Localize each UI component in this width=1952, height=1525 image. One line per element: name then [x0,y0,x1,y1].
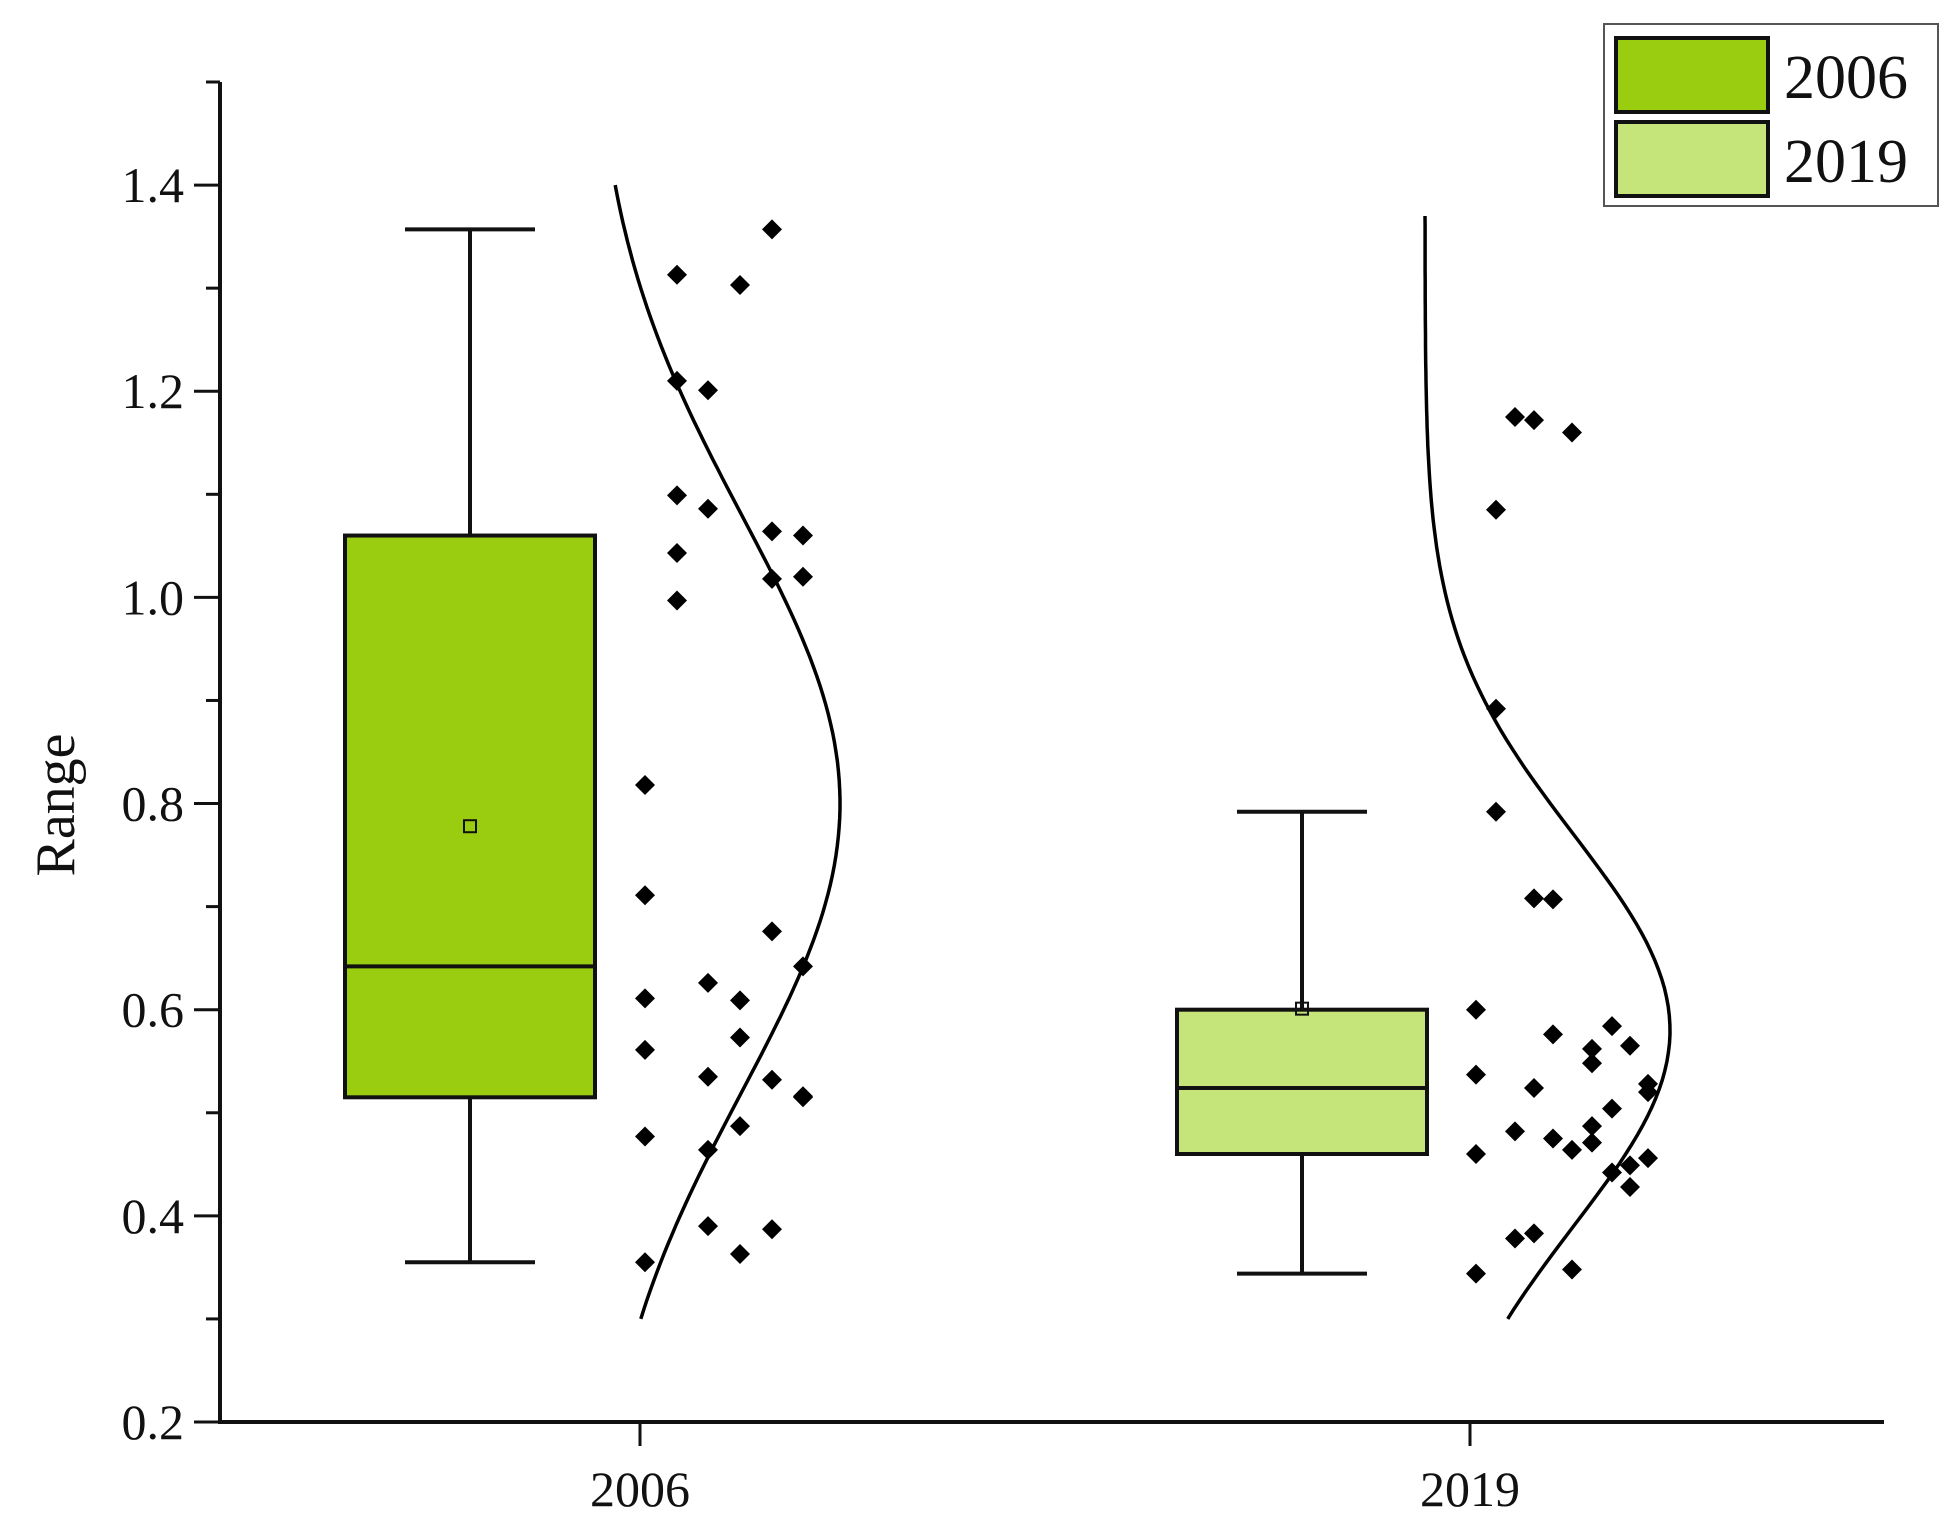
data-point [635,885,655,906]
data-point [698,1216,718,1237]
x-tick-label: 2019 [1420,1461,1520,1517]
data-point [667,264,687,285]
x-ticks: 2006 2019 [590,1422,1520,1517]
data-point [762,1069,782,1090]
data-point [1562,1139,1582,1160]
data-point [698,380,718,401]
data-point [635,1252,655,1273]
data-point [793,525,813,546]
legend-label: 2019 [1784,128,1908,196]
x-tick-label: 2006 [590,1461,690,1517]
y-axis-title: Range [25,733,87,876]
data-point [1602,1098,1622,1119]
mean-marker [463,819,477,834]
boxes [343,227,1429,1276]
data-point [667,543,687,564]
data-point [1582,1132,1602,1153]
y-tick-label: 0.8 [122,776,185,832]
y-tick-label: 1.4 [122,157,185,213]
data-point [1602,1162,1622,1183]
box-2006 [343,533,597,1100]
data-point [762,521,782,542]
data-point [667,370,687,391]
data-point [762,219,782,240]
data-point [1524,410,1544,431]
data-point [635,1126,655,1147]
y-ticks: 0.2 0.4 0.6 0.8 1.0 1.2 1.4 [122,80,220,1450]
legend: 2006 2019 [1603,23,1939,207]
data-point [1524,888,1544,909]
data-point [730,1243,750,1264]
data-point [1466,1064,1486,1085]
data-point [1602,1016,1622,1037]
data-point [667,485,687,506]
data-point [1620,1176,1640,1197]
y-tick-label: 1.2 [122,363,185,419]
data-points [635,219,1658,1284]
y-tick-label: 0.2 [122,1394,185,1450]
data-point [1543,1128,1563,1149]
data-point [1562,422,1582,443]
data-point [1620,1035,1640,1056]
data-point [1466,1144,1486,1164]
data-point [1582,1038,1602,1059]
y-tick-label: 1.0 [122,569,185,625]
distribution-curve-2006 [613,184,842,1320]
data-point [1638,1082,1658,1103]
data-point [762,1219,782,1240]
data-point [698,1066,718,1087]
legend-swatch-2006 [1614,36,1770,114]
data-point [1638,1148,1658,1169]
data-point [730,990,750,1011]
data-point [730,1116,750,1137]
axes [218,82,1884,1424]
data-point [698,972,718,993]
data-point [1486,698,1506,719]
data-point [667,590,687,611]
data-point [793,956,813,977]
data-point [1620,1155,1640,1176]
data-point [635,988,655,1009]
data-point [1524,1223,1544,1244]
data-point [730,1027,750,1048]
data-point [698,1139,718,1160]
data-point [1466,1263,1486,1284]
legend-label: 2006 [1784,44,1908,112]
data-point [1582,1053,1602,1074]
data-point [793,566,813,587]
data-point [1562,1259,1582,1280]
y-tick-label: 0.4 [122,1188,185,1244]
data-point [1486,801,1506,822]
data-point [1543,889,1563,910]
y-tick-label: 0.6 [122,982,185,1038]
data-point [793,1086,813,1107]
data-point [1582,1116,1602,1137]
data-point [762,568,782,589]
data-point [698,498,718,519]
data-point [1505,1121,1525,1142]
data-point [1505,407,1525,427]
data-point [635,1039,655,1060]
data-point [1524,1078,1544,1099]
data-point [1543,1024,1563,1045]
box-2019 [1175,1007,1429,1157]
data-point [730,275,750,296]
data-point [1505,1228,1525,1249]
data-point [635,774,655,795]
legend-swatch-2019 [1614,120,1770,198]
mean-marker [1295,1001,1309,1016]
data-point [1486,499,1506,520]
distribution-curve-2019 [1423,215,1672,1320]
distribution-curves [613,184,1672,1320]
data-point [1466,999,1486,1020]
data-point [762,921,782,942]
